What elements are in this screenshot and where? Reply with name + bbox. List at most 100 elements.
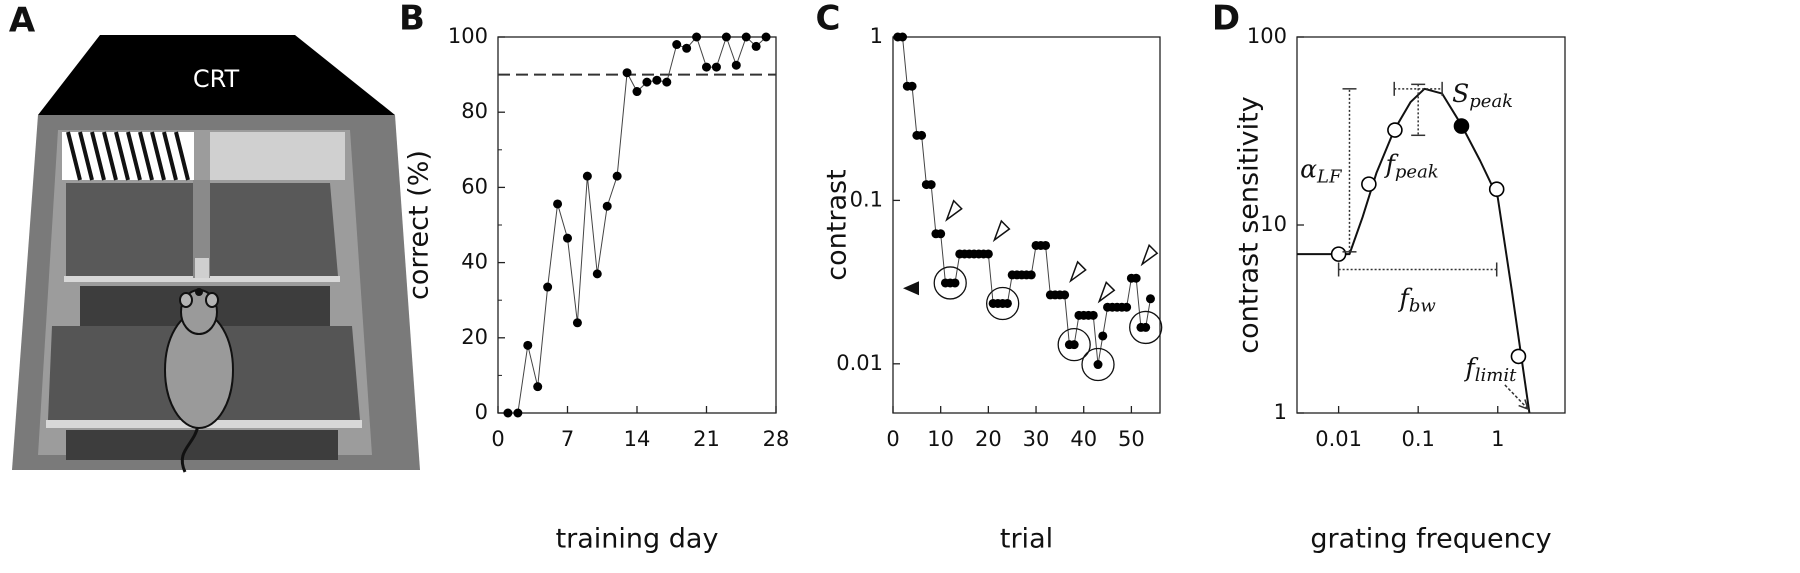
annotation-symbol: f [1398,283,1413,312]
y-tick-label: 100 [1247,24,1287,48]
data-point [1361,176,1377,192]
data-point [1145,294,1155,304]
x-tick-label: 1 [1491,427,1504,451]
y-tick-label: 0.1 [850,187,883,211]
data-point [523,340,533,350]
data-point [1088,310,1098,320]
y-tick-label: 10 [1260,212,1287,236]
x-tick-label: 0.01 [1315,427,1362,451]
data-point [1488,181,1505,198]
data-point [602,201,612,211]
x-tick-label: 50 [1118,427,1145,451]
data-point [572,318,582,328]
annotation-subscript: LF [1316,166,1343,187]
data-point [652,75,662,85]
circled-point [1057,327,1091,362]
data-point [513,408,523,418]
data-point [751,41,761,51]
data-point [1093,360,1103,370]
annotation-symbol: f [1463,352,1478,381]
reversal-marker [1140,243,1159,267]
data-point [612,171,622,181]
y-axis-label: contrast [822,169,853,280]
data-point [711,62,721,72]
data-point [731,60,741,70]
crt-label: CRT [193,65,240,93]
data-point [622,68,632,78]
data-point [1098,331,1108,341]
gray-screen [210,132,345,180]
y-tick-label: 100 [448,24,488,48]
arena-illustration: CRT A [9,1,420,473]
annotation-subscript: bw [1409,295,1437,316]
data-point [503,408,513,418]
fit-curve [1297,87,1531,414]
annotation-line [1504,384,1529,410]
rat [164,288,234,473]
data-point [1060,290,1070,300]
circled-point [1081,347,1115,382]
data-point [662,77,672,87]
grating [62,131,194,181]
data-point [1131,273,1141,283]
divider-end [195,258,209,278]
y-tick-label: 1 [870,24,883,48]
y-axis-label: correct (%) [404,150,435,300]
data-point [936,229,946,239]
divider [193,180,210,278]
y-axis-label: contrast sensitivity [1234,96,1265,353]
annotation-label: αLF [1300,154,1343,188]
annotation-label: flimit [1463,352,1517,386]
circled-point [1129,310,1163,345]
y-tick-label: 1 [1274,400,1287,424]
data-point [553,199,563,209]
panel-label: A [9,1,36,41]
x-tick-label: 10 [927,427,954,451]
x-tick-label: 0.1 [1401,427,1434,451]
data-point [682,43,692,53]
data-point [632,87,642,97]
y-tick-label: 20 [461,325,488,349]
data-point [1122,302,1132,312]
data-point [741,32,751,42]
data-point [672,40,682,50]
annotation-label: Speak [1452,78,1513,112]
panel-label: D [1212,0,1240,39]
x-tick-label: 30 [1023,427,1050,451]
annotation-label: fbw [1398,283,1437,317]
circled-point [933,266,967,300]
data-point [1330,246,1347,262]
data-point [563,233,572,243]
reversal-marker [992,219,1011,243]
x-tick-label: 40 [1070,427,1097,451]
reversal-marker [945,199,963,222]
panel-label: C [816,0,841,39]
data-point [582,171,592,181]
data-point [926,180,936,190]
circled-point [986,286,1020,321]
data-point [543,282,553,292]
data-point [1002,298,1012,308]
panel-label: B [399,0,425,39]
annotation-symbol: S [1452,78,1469,107]
x-axis-label: training day [556,524,719,555]
x-axis-label: trial [1000,524,1053,555]
bottom-gap [66,430,338,460]
data-point [533,382,543,392]
x-tick-label: 14 [624,427,651,451]
y-tick-label: 0 [475,400,488,424]
x-tick-label: 0 [491,427,504,451]
data-line [897,36,1151,365]
y-tick-label: 0.01 [836,351,883,375]
upper-edge [64,276,340,282]
data-point [1510,348,1527,365]
data-point [950,278,960,288]
y-tick-label: 40 [461,250,488,274]
data-point [917,130,927,140]
crt-housing [38,35,395,115]
x-tick-label: 0 [886,427,899,451]
data-point [1453,118,1470,134]
grating-stripes [66,131,190,181]
threshold-marker [903,281,919,296]
